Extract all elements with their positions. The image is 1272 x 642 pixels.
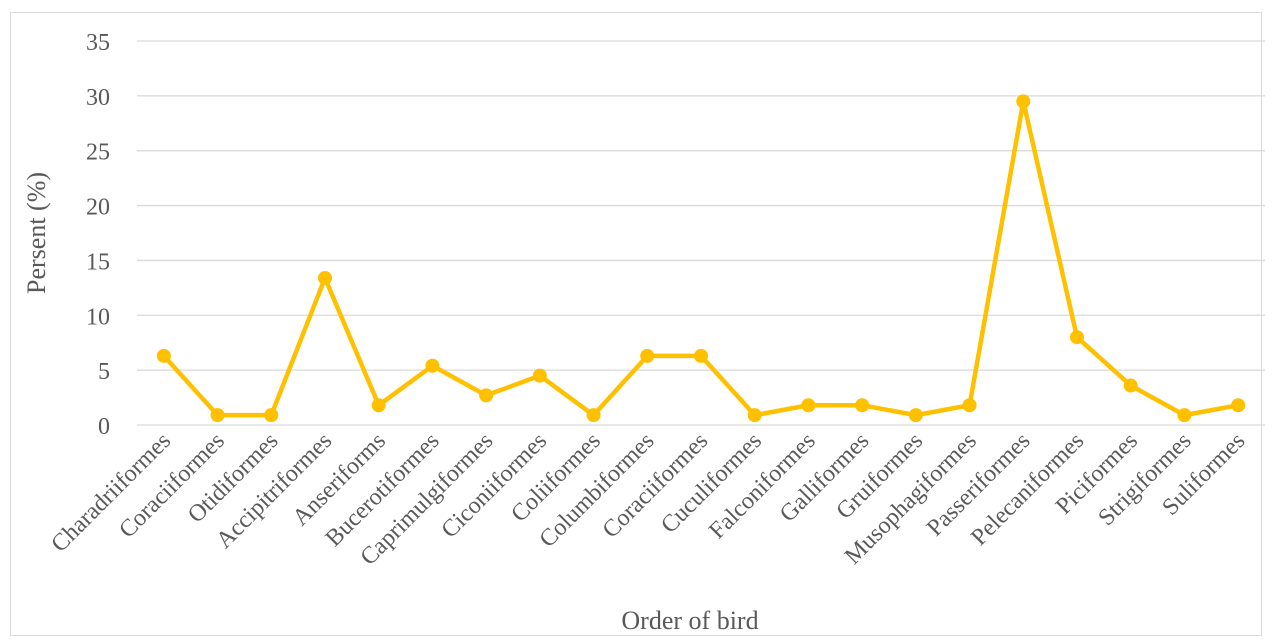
data-point (532, 368, 547, 383)
series-layer (156, 94, 1246, 423)
y-tick-label: 10 (86, 304, 110, 330)
y-axis-title: Persent (%) (22, 172, 51, 294)
y-tick-label: 15 (86, 249, 110, 275)
data-point (264, 408, 279, 423)
data-point (694, 348, 708, 363)
data-point (1070, 330, 1084, 345)
y-tick-label: 35 (86, 30, 110, 56)
gridlines (137, 40, 1265, 426)
data-point (586, 408, 601, 423)
data-point (210, 408, 225, 423)
y-tick-label: 0 (98, 414, 110, 440)
x-axis-title: Order of bird (621, 606, 758, 635)
data-point (855, 398, 870, 413)
data-point (425, 358, 440, 373)
data-point (1231, 398, 1246, 413)
data-point (801, 398, 816, 413)
y-tick-label: 25 (86, 140, 110, 166)
data-point (1123, 378, 1138, 393)
y-axis-tick-labels: 0 5 10 15 20 25 30 35 (86, 30, 110, 440)
data-point (962, 398, 977, 413)
data-point (318, 270, 332, 285)
data-point (371, 398, 386, 413)
data-point (1177, 408, 1192, 423)
y-tick-label: 30 (86, 85, 110, 111)
data-point (1016, 94, 1031, 109)
y-tick-label: 5 (98, 359, 110, 385)
data-point (156, 348, 171, 363)
data-point (747, 408, 762, 423)
chart-frame (10, 12, 1262, 636)
y-tick-label: 20 (86, 195, 110, 221)
series-line (161, 99, 1241, 418)
x-axis-tick-labels: CharadriiformesCoraciiformesOtidiformesA… (47, 428, 1251, 571)
data-point (640, 348, 655, 363)
data-point (908, 408, 923, 423)
data-point (479, 388, 494, 403)
